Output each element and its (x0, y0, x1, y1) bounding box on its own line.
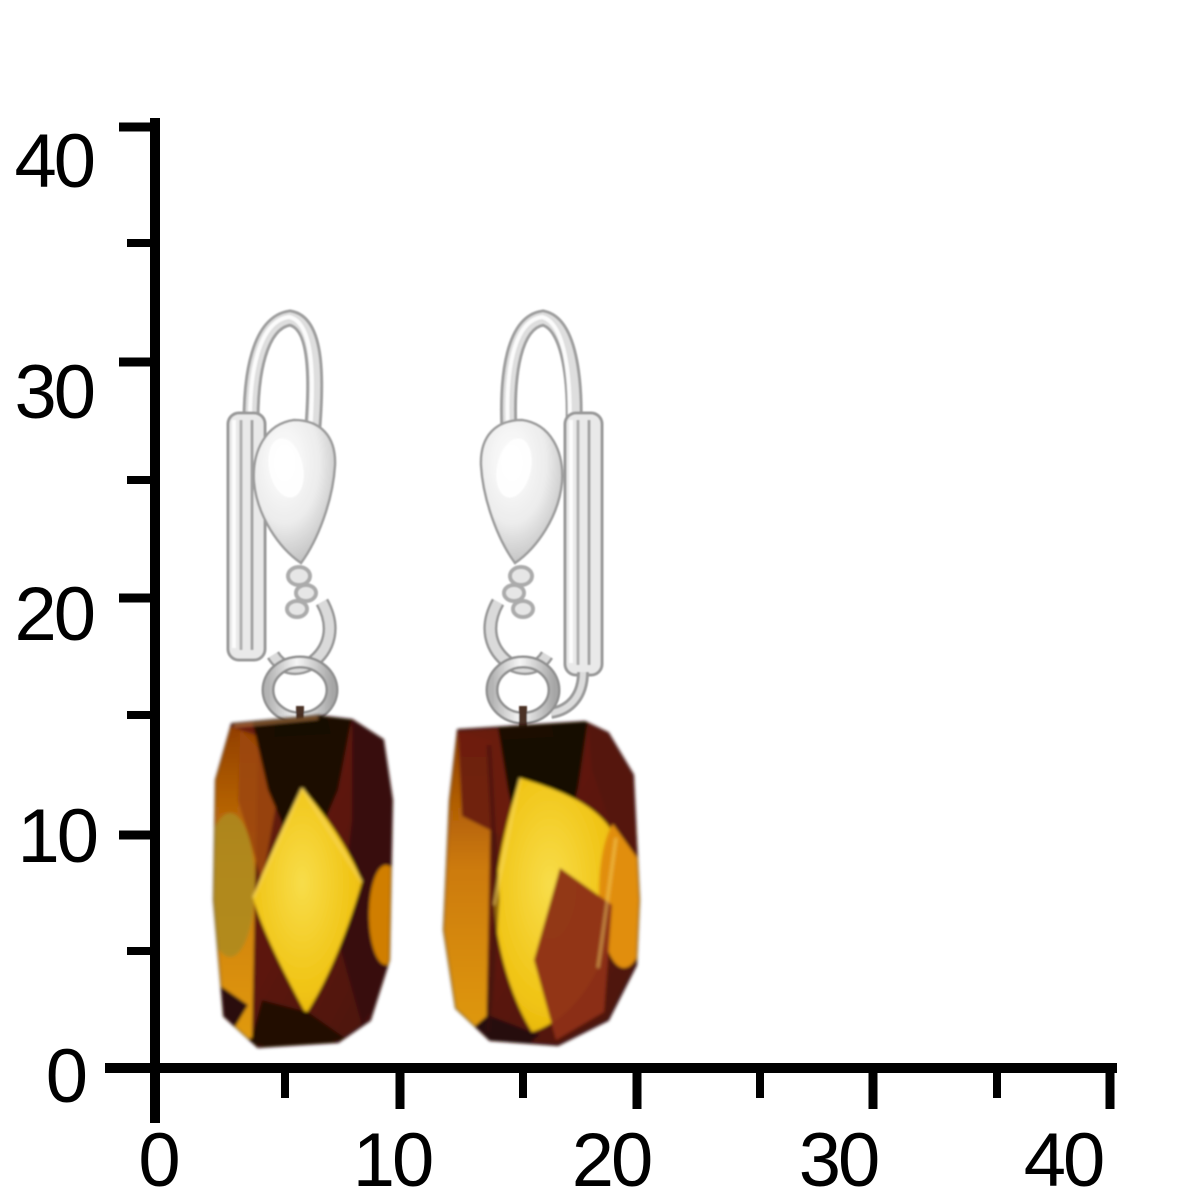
y-tick-labels: 40 30 20 10 0 (14, 119, 99, 1119)
x-tick-labels: 0 10 20 30 40 (138, 1118, 1106, 1200)
bead-facet-brick (534, 868, 612, 1040)
right-teardrop-highlight (496, 438, 532, 498)
right-amber-bead (443, 721, 640, 1046)
y-tick-label-10: 10 (17, 794, 96, 879)
right-post-hook-face (550, 671, 586, 716)
left-hook-arch-highlight (248, 314, 314, 449)
x-axis-spine (105, 1063, 1117, 1073)
measurement-axes: 40 30 20 10 0 0 10 20 30 40 (14, 118, 1117, 1200)
bead-facet-cherry-upright (588, 722, 639, 862)
left-amber-bead (213, 715, 393, 1048)
x-tick-label-20: 20 (572, 1118, 651, 1200)
right-wire-knot (502, 565, 535, 619)
bead-facet-dark-bottom (250, 1000, 345, 1047)
y-major-ticks (119, 122, 160, 840)
y-tick-label-40: 40 (14, 119, 93, 204)
y-minor-ticks (127, 239, 160, 955)
right-earring-image (443, 309, 640, 1046)
left-leverback-silver (226, 309, 339, 726)
left-wire-knot (285, 565, 318, 619)
right-lever-post (549, 411, 604, 719)
bead-facet-edges (492, 777, 618, 969)
y-axis-spine (150, 118, 160, 1123)
left-teardrop-highlight (268, 438, 304, 498)
y-tick-label-20: 20 (14, 572, 93, 657)
bead-facet-olive (214, 813, 255, 957)
bead-facet-orange-right (369, 865, 392, 965)
right-hook-arch-highlight (505, 314, 572, 446)
bead-top-cap (501, 722, 554, 740)
x-major-ticks (395, 1063, 1115, 1109)
right-leverback-silver (479, 309, 604, 728)
x-minor-ticks (281, 1063, 1001, 1098)
y-tick-label-0: 0 (46, 1034, 86, 1119)
bead-left-shadow-edge (485, 744, 500, 1033)
x-tick-label-10: 10 (353, 1118, 432, 1200)
x-tick-label-0: 0 (138, 1118, 178, 1200)
bead-facet-edges (251, 787, 364, 899)
bead-facet-dark-bottom (468, 1015, 540, 1045)
x-tick-label-30: 30 (799, 1118, 878, 1200)
x-tick-label-40: 40 (1024, 1118, 1103, 1200)
bead-facet-yellow (253, 788, 362, 1014)
bead-top-edge (233, 716, 319, 728)
y-tick-label-30: 30 (14, 350, 93, 435)
left-earring-image (213, 309, 393, 1048)
